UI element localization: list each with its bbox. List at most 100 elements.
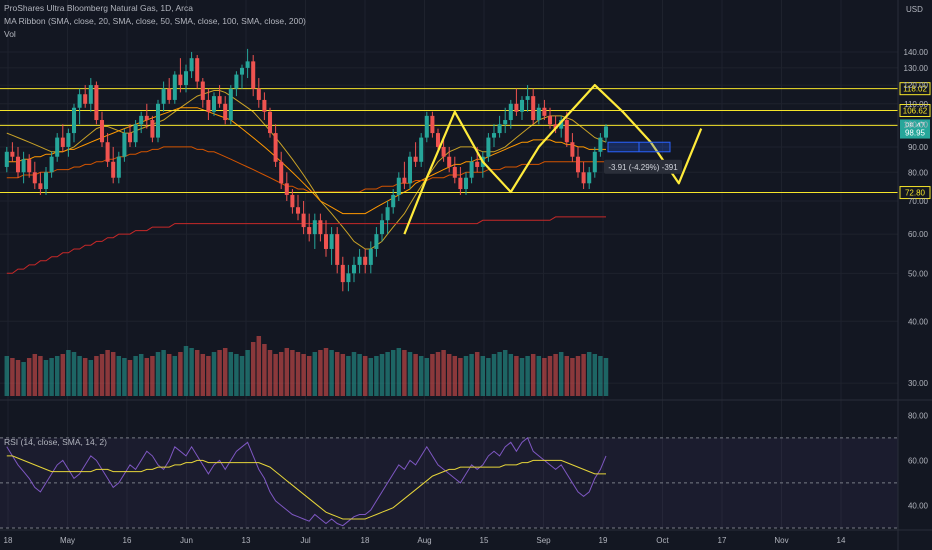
time-tick-label: 19 (599, 536, 608, 545)
grid (0, 0, 898, 530)
candle-body (402, 177, 407, 184)
price-tick-label: 60.00 (908, 230, 929, 239)
volume-bar (284, 348, 290, 396)
volume-bar (553, 354, 558, 396)
candle-body (284, 183, 289, 195)
volume-bar (122, 358, 127, 396)
volume-bar (183, 346, 189, 396)
candle-body (598, 137, 603, 152)
price-tick-label: 40.00 (908, 317, 929, 326)
candle-body (525, 96, 530, 100)
volume-bar (38, 356, 43, 396)
volume-bar (49, 358, 54, 396)
volume-bar (32, 354, 38, 396)
candle-body (447, 156, 452, 167)
candle-body (531, 96, 536, 121)
candle-body (251, 61, 256, 89)
time-tick-label: May (60, 536, 75, 545)
price-label: 99.47 (905, 121, 926, 130)
ma-ribbon-legend[interactable]: MA Ribbon (SMA, close, 20, SMA, close, 5… (4, 16, 306, 26)
candle-body (323, 234, 329, 249)
volume-bar (161, 350, 166, 396)
candle-body (178, 74, 183, 86)
candle-body (570, 142, 575, 157)
volume-legend[interactable]: Vol (4, 29, 16, 39)
candle-body (71, 107, 77, 134)
candle-body (335, 234, 340, 265)
candle-body (435, 133, 441, 147)
volume-bar (374, 356, 379, 396)
volume-bar (172, 356, 178, 396)
candle-body (329, 234, 334, 249)
price-label: 72.80 (905, 189, 926, 198)
volume-bar (239, 356, 245, 396)
volume-bar (105, 350, 110, 396)
candle-body (239, 67, 245, 75)
rsi-tick-label: 60.00 (908, 456, 929, 465)
volume-bar (497, 352, 502, 396)
volume-bar (178, 352, 183, 396)
volume-bar (463, 356, 469, 396)
volume-bar (508, 354, 514, 396)
rsi-legend[interactable]: RSI (14, close, SMA, 14, 2) (4, 437, 107, 447)
volume-bar (474, 352, 480, 396)
candle-body (150, 120, 155, 138)
candle-body (503, 120, 508, 125)
measure-label: -3.91 (-4.29%) -391 (608, 163, 678, 172)
volume-bar (469, 354, 474, 396)
volume-bar (581, 354, 586, 396)
chart-title[interactable]: ProShares Ultra Bloomberg Natural Gas, 1… (4, 3, 193, 13)
candle-body (536, 107, 541, 121)
candle-body (374, 234, 379, 249)
candle-body (273, 133, 278, 162)
volume-bar (542, 358, 547, 396)
volume-bar (133, 356, 138, 396)
candle-body (88, 85, 93, 104)
drawn-pattern-line (403, 84, 703, 235)
rsi-line (6, 436, 607, 527)
candle-body (424, 115, 429, 138)
candle-body (133, 124, 138, 143)
candle-body (587, 172, 592, 184)
time-tick-label: Aug (417, 536, 431, 545)
candle-body (564, 120, 569, 143)
candle-body (161, 88, 166, 104)
candle-body (10, 151, 15, 157)
volume-bar (295, 352, 301, 396)
price-axis-unit[interactable]: USD (906, 5, 923, 14)
volume-bar (362, 356, 368, 396)
volume-bar (441, 350, 446, 396)
volume-bar (586, 352, 592, 396)
axes: 140.00 130.00 120.00 110.00 100.00 90.00 80.00… (4, 48, 929, 545)
volume-bar (54, 356, 60, 396)
volume-bar (71, 352, 77, 396)
rsi-tick-label: 80.00 (908, 411, 929, 420)
time-tick-label: 18 (361, 536, 370, 545)
candle-body (127, 133, 133, 143)
time-tick-label: Oct (656, 536, 669, 545)
candle-body (519, 99, 525, 112)
time-tick-label: 13 (242, 536, 251, 545)
candle-body (553, 124, 558, 129)
time-tick-label: Jul (300, 536, 310, 545)
volume-bar (334, 352, 340, 396)
candle-body (49, 156, 54, 173)
volume-bar (564, 356, 570, 396)
candle-body (83, 94, 88, 104)
volume-bar (66, 350, 71, 396)
volume-bar (94, 356, 99, 396)
candle-body (346, 273, 351, 283)
volume-bar (194, 350, 200, 396)
volume-bar (26, 358, 32, 396)
time-tick-label: Nov (774, 536, 788, 545)
candle-body (183, 71, 189, 86)
candle-body (340, 264, 345, 283)
candle-body (228, 88, 233, 121)
candle-body (38, 183, 43, 190)
candle-body (441, 146, 446, 157)
volume-bar (329, 350, 334, 396)
volume-bar (519, 358, 525, 396)
candle-body (55, 137, 60, 157)
candle-body (318, 220, 323, 235)
